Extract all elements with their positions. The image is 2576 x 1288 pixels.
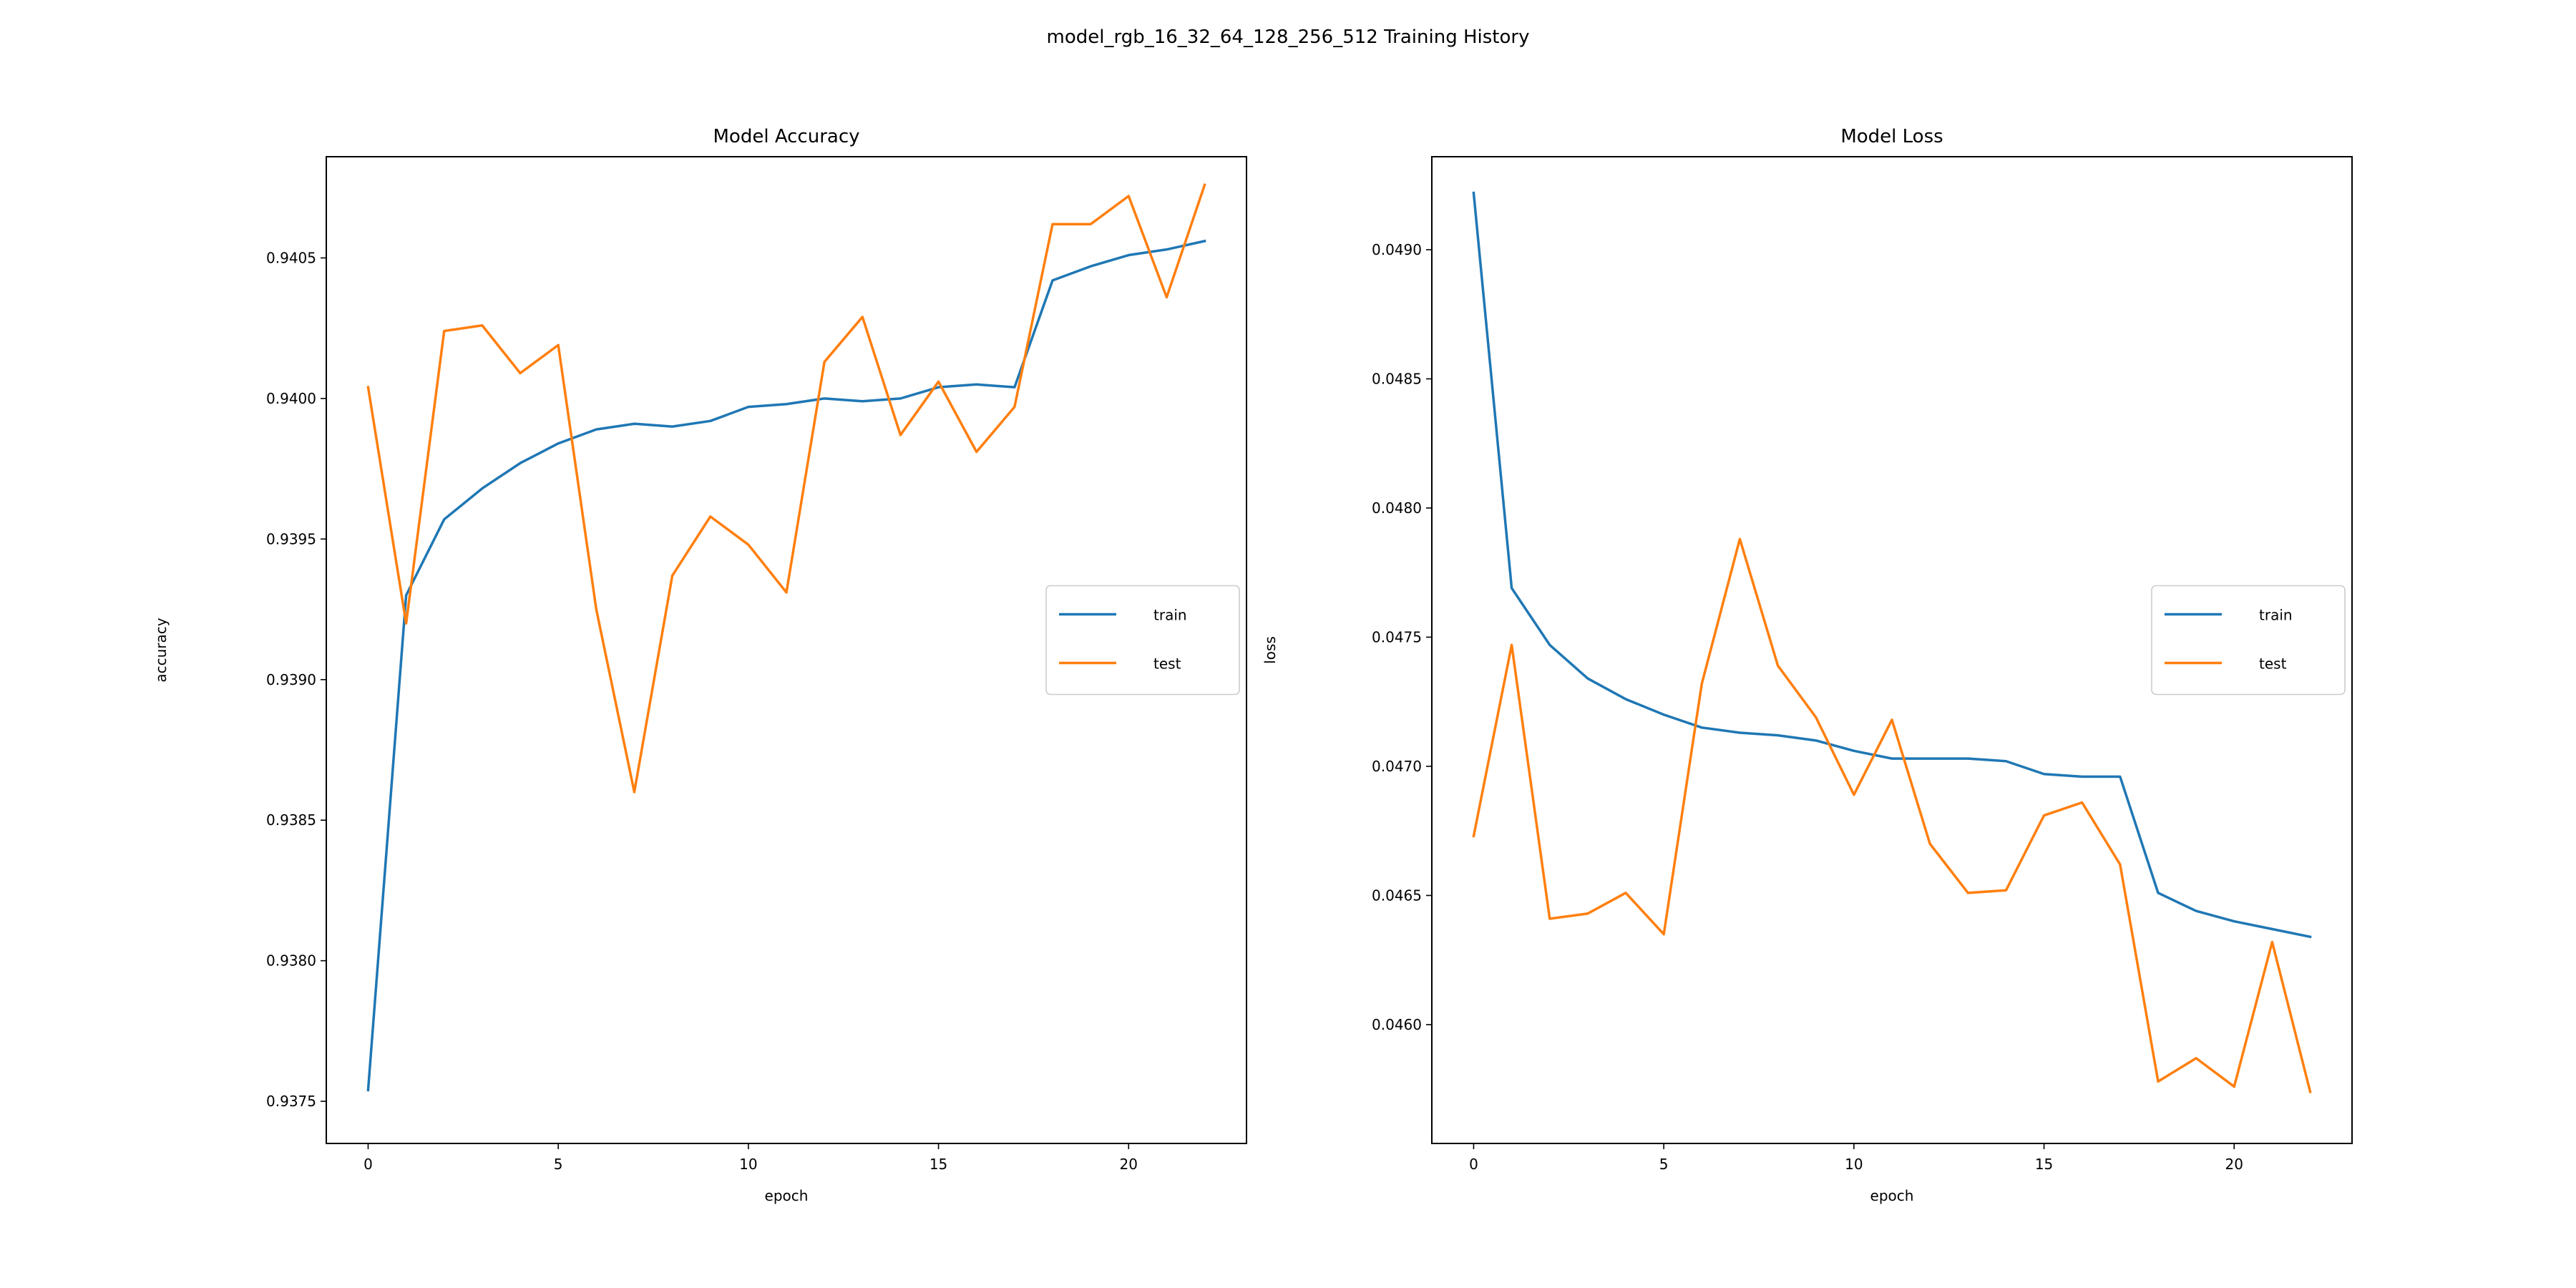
loss-y-tick-label: 0.0490 bbox=[1372, 241, 1422, 258]
accuracy-legend: train test bbox=[1045, 585, 1240, 696]
loss-x-axis-label: epoch bbox=[1870, 1187, 1914, 1204]
accuracy-y-tick-label: 0.9385 bbox=[266, 811, 316, 829]
loss-chart-title: Model Loss bbox=[1840, 126, 1943, 147]
accuracy-y-tick-label: 0.9405 bbox=[266, 249, 316, 266]
accuracy-legend-label-train: train bbox=[1153, 607, 1187, 624]
loss-y-tick-label: 0.0485 bbox=[1372, 370, 1422, 387]
accuracy-legend-box bbox=[1045, 585, 1240, 696]
loss-x-tick-label: 20 bbox=[2225, 1156, 2243, 1173]
loss-y-tick-label: 0.0465 bbox=[1372, 887, 1422, 904]
loss-legend: train test bbox=[2151, 585, 2346, 696]
accuracy-x-tick-label: 20 bbox=[1120, 1156, 1138, 1173]
accuracy-x-tick-label: 10 bbox=[739, 1156, 757, 1173]
loss-x-tick-label: 0 bbox=[1469, 1156, 1478, 1173]
accuracy-y-axis-label: accuracy bbox=[152, 618, 170, 682]
loss-y-tick-label: 0.0460 bbox=[1372, 1016, 1422, 1033]
accuracy-x-tick-label: 0 bbox=[364, 1156, 373, 1173]
accuracy-x-axis-label: epoch bbox=[765, 1187, 809, 1204]
loss-y-axis-label: loss bbox=[1262, 636, 1279, 664]
loss-y-tick-label: 0.0475 bbox=[1372, 628, 1422, 645]
figure-suptitle: model_rgb_16_32_64_128_256_512 Training … bbox=[1047, 26, 1530, 48]
accuracy-axes-frame bbox=[326, 156, 1247, 1144]
loss-y-tick-label: 0.0470 bbox=[1372, 758, 1422, 775]
loss-x-tick-label: 15 bbox=[2035, 1156, 2053, 1173]
accuracy-y-tick-label: 0.9400 bbox=[266, 390, 316, 407]
charts-container: Model Accuracy 0 5 10 15 20 0.9375 0.9380 0.9385… bbox=[152, 126, 2353, 1204]
accuracy-legend-label-test: test bbox=[1153, 655, 1181, 673]
accuracy-y-tick-label: 0.9375 bbox=[266, 1093, 316, 1110]
accuracy-x-tick-label: 5 bbox=[554, 1156, 563, 1173]
loss-legend-label-train: train bbox=[2259, 607, 2293, 624]
loss-axes-frame bbox=[1431, 156, 2353, 1144]
loss-legend-box bbox=[2151, 585, 2346, 696]
accuracy-chart-title: Model Accuracy bbox=[713, 126, 859, 147]
accuracy-x-tick-label: 15 bbox=[930, 1156, 947, 1173]
accuracy-y-tick-label: 0.9380 bbox=[266, 952, 316, 970]
loss-y-tick-label: 0.0480 bbox=[1372, 499, 1422, 517]
loss-legend-label-test: test bbox=[2259, 655, 2287, 673]
loss-x-tick-label: 5 bbox=[1659, 1156, 1669, 1173]
loss-chart: Model Loss 0 5 10 15 20 0.0460 0.0465 0.0470 0.04… bbox=[1262, 126, 2353, 1204]
loss-x-tick-label: 10 bbox=[1845, 1156, 1863, 1173]
accuracy-y-tick-label: 0.9390 bbox=[266, 671, 316, 688]
accuracy-y-tick-label: 0.9395 bbox=[266, 530, 316, 547]
accuracy-chart: Model Accuracy 0 5 10 15 20 0.9375 0.9380 0.9385… bbox=[152, 126, 1247, 1204]
